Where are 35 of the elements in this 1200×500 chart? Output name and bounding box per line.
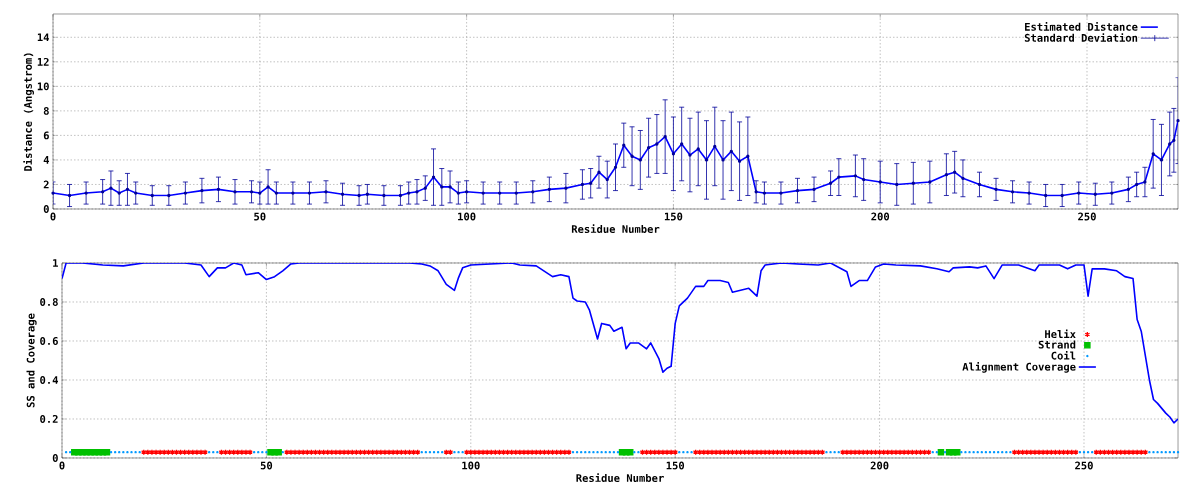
y-tick-label: 10: [37, 82, 49, 91]
y-tick-label: 4: [43, 156, 50, 164]
x-tick-label: 150: [664, 212, 683, 221]
y-tick-label: 6: [43, 131, 49, 140]
y-axis-title: SS and Coverage: [26, 313, 37, 408]
x-tick-label: 0: [59, 461, 65, 470]
legend-label: Coil: [1051, 350, 1076, 360]
x-tick-label: 250: [1075, 461, 1093, 470]
y-tick-label: 0: [52, 454, 58, 462]
legend-label: Alignment Coverage: [962, 362, 1076, 373]
y-tick-label: 0.6: [40, 337, 58, 345]
y-tick-label: 0.4: [40, 376, 59, 384]
x-axis-title: Residue Number: [571, 224, 660, 234]
y-tick-label: 8: [43, 106, 49, 115]
x-tick-label: 100: [458, 212, 476, 221]
legend-label: Helix: [1045, 329, 1076, 339]
x-tick-label: 200: [871, 212, 890, 221]
x-tick-label: 150: [666, 461, 685, 470]
y-tick-label: 0: [43, 205, 49, 213]
y-tick-label: 14: [37, 33, 50, 42]
x-tick-label: 100: [462, 461, 480, 470]
legend-label: Standard Deviation: [1024, 33, 1138, 42]
legend-label: Strand: [1038, 340, 1076, 349]
legend-label: Estimated Distance: [1025, 22, 1138, 31]
y-tick-label: 2: [43, 180, 49, 189]
y-tick-label: 12: [37, 57, 49, 66]
y-tick-label: 0.8: [40, 298, 58, 306]
y-axis-title: Distance (Angstrom): [23, 53, 34, 171]
x-axis-title: Residue Number: [576, 473, 664, 482]
y-tick-label: 0.2: [40, 415, 58, 423]
x-tick-label: 200: [870, 461, 889, 470]
x-tick-label: 50: [254, 212, 266, 221]
x-tick-label: 50: [260, 461, 273, 470]
y-tick-label: 1: [53, 259, 58, 267]
x-tick-label: 250: [1078, 212, 1096, 221]
